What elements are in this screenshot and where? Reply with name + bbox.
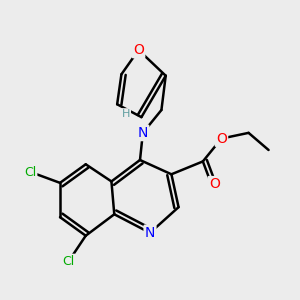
Text: Cl: Cl	[24, 167, 36, 179]
Text: N: N	[138, 126, 148, 140]
Text: O: O	[133, 43, 144, 57]
Text: O: O	[216, 132, 227, 145]
Text: N: N	[145, 226, 155, 240]
Text: O: O	[209, 177, 220, 191]
Text: H: H	[122, 109, 130, 119]
Text: Cl: Cl	[62, 255, 75, 268]
